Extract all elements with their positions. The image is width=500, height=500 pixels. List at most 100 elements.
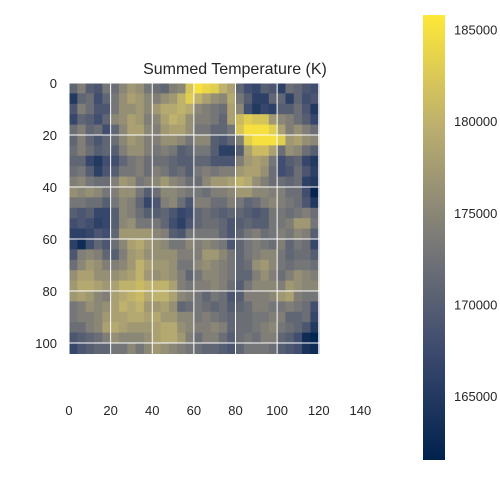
heatmap-cell	[243, 228, 253, 240]
heatmap-cell	[93, 291, 103, 302]
heatmap-cell	[93, 249, 103, 261]
heatmap-cell	[218, 145, 228, 157]
heatmap-cell	[135, 166, 145, 178]
heatmap-cell	[160, 228, 170, 240]
heatmap-cell	[227, 332, 237, 344]
heatmap-cell	[310, 259, 320, 271]
heatmap-cell	[118, 124, 128, 136]
heatmap-cell	[69, 218, 78, 230]
heatmap-cell	[260, 166, 270, 178]
heatmap-cell	[202, 155, 212, 167]
heatmap-cell	[193, 176, 203, 188]
heatmap-cell	[93, 228, 103, 240]
heatmap-cell	[152, 291, 162, 302]
heatmap-cell	[177, 332, 187, 344]
heatmap-cell	[152, 145, 162, 157]
heatmap-cell	[77, 187, 87, 198]
heatmap-cell	[110, 187, 120, 198]
heatmap-cell	[177, 301, 187, 313]
heatmap-cell	[69, 187, 78, 198]
heatmap-cell	[243, 124, 253, 136]
heatmap-cell	[302, 135, 312, 146]
heatmap-cell	[210, 166, 220, 178]
heatmap-cell	[218, 270, 228, 282]
heatmap-cell	[193, 93, 203, 105]
heatmap-cell	[193, 301, 203, 313]
heatmap-cell	[260, 249, 270, 261]
heatmap-cell	[268, 249, 278, 261]
heatmap-cell	[227, 322, 237, 334]
heatmap-cell	[152, 187, 162, 198]
heatmap-cell	[202, 83, 212, 94]
heatmap-cell	[235, 145, 245, 157]
heatmap-cell	[77, 197, 87, 209]
heatmap-cell	[268, 322, 278, 334]
heatmap-cell	[235, 155, 245, 167]
heatmap-cell	[118, 239, 128, 250]
heatmap-cell	[93, 176, 103, 188]
colorbar-ticks: 165000 170000 175000 180000 185000	[454, 23, 497, 404]
heatmap-cell	[302, 187, 312, 198]
heatmap-cell	[102, 291, 112, 302]
heatmap-cell	[202, 207, 212, 219]
heatmap-cell	[202, 218, 212, 230]
heatmap-cell	[77, 301, 87, 313]
heatmap-cell	[160, 239, 170, 250]
heatmap-cell	[218, 322, 228, 334]
heatmap-cell	[252, 93, 262, 105]
heatmap-cell	[177, 124, 187, 136]
heatmap-cell	[210, 114, 220, 126]
heatmap-cell	[69, 343, 78, 354]
x-tick-label: 60	[187, 403, 201, 418]
heatmap-cell	[302, 311, 312, 323]
heatmap-cell	[177, 239, 187, 250]
heatmap-cell	[210, 322, 220, 334]
heatmap-cell	[160, 343, 170, 354]
heatmap-cell	[185, 259, 195, 271]
heatmap-cell	[210, 228, 220, 240]
heatmap-cell	[77, 135, 87, 146]
heatmap-cell	[227, 280, 237, 292]
x-tick-label: 40	[145, 403, 159, 418]
heatmap-cell	[185, 135, 195, 146]
y-tick-label: 40	[43, 180, 57, 195]
heatmap-cell	[102, 114, 112, 126]
heatmap-cell	[235, 259, 245, 271]
heatmap-cell	[135, 311, 145, 323]
heatmap-cell	[177, 135, 187, 146]
heatmap-cell	[285, 228, 295, 240]
heatmap-cell	[152, 124, 162, 136]
heatmap-cell	[160, 176, 170, 188]
heatmap-cell	[185, 145, 195, 157]
heatmap-cell	[127, 249, 137, 261]
heatmap-cell	[218, 332, 228, 344]
heatmap-cell	[127, 103, 137, 115]
colorbar	[423, 15, 445, 460]
heatmap-cell	[160, 145, 170, 157]
heatmap-cell	[260, 291, 270, 302]
heatmap-cell	[302, 343, 312, 354]
heatmap-cell	[243, 103, 253, 115]
heatmap-cell	[293, 291, 303, 302]
heatmap-cell	[227, 311, 237, 323]
heatmap-cell	[185, 155, 195, 167]
heatmap-cell	[102, 280, 112, 292]
heatmap-cell	[102, 249, 112, 261]
heatmap-cell	[252, 166, 262, 178]
heatmap-cell	[268, 311, 278, 323]
heatmap-cell	[118, 332, 128, 344]
heatmap-cell	[243, 311, 253, 323]
heatmap-cell	[143, 103, 153, 115]
heatmap-cell	[152, 270, 162, 282]
heatmap-cell	[310, 103, 320, 115]
heatmap-cell	[277, 270, 287, 282]
heatmap-cell	[168, 332, 178, 344]
heatmap-cell	[202, 228, 212, 240]
heatmap-cell	[152, 207, 162, 219]
heatmap-cell	[193, 332, 203, 344]
heatmap-cell	[143, 218, 153, 230]
heatmap-cell	[110, 197, 120, 209]
heatmap-cell	[260, 301, 270, 313]
heatmap-cell	[260, 83, 270, 94]
heatmap-cell	[177, 259, 187, 271]
